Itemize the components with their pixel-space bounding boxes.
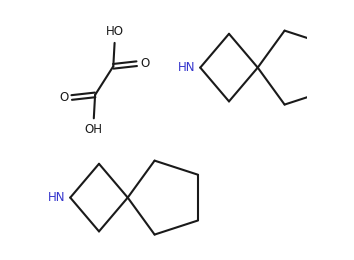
Text: OH: OH (85, 123, 103, 136)
Text: HN: HN (178, 61, 195, 74)
Text: O: O (140, 57, 149, 70)
Text: HN: HN (48, 191, 65, 204)
Text: HO: HO (105, 25, 124, 38)
Text: O: O (59, 91, 68, 104)
